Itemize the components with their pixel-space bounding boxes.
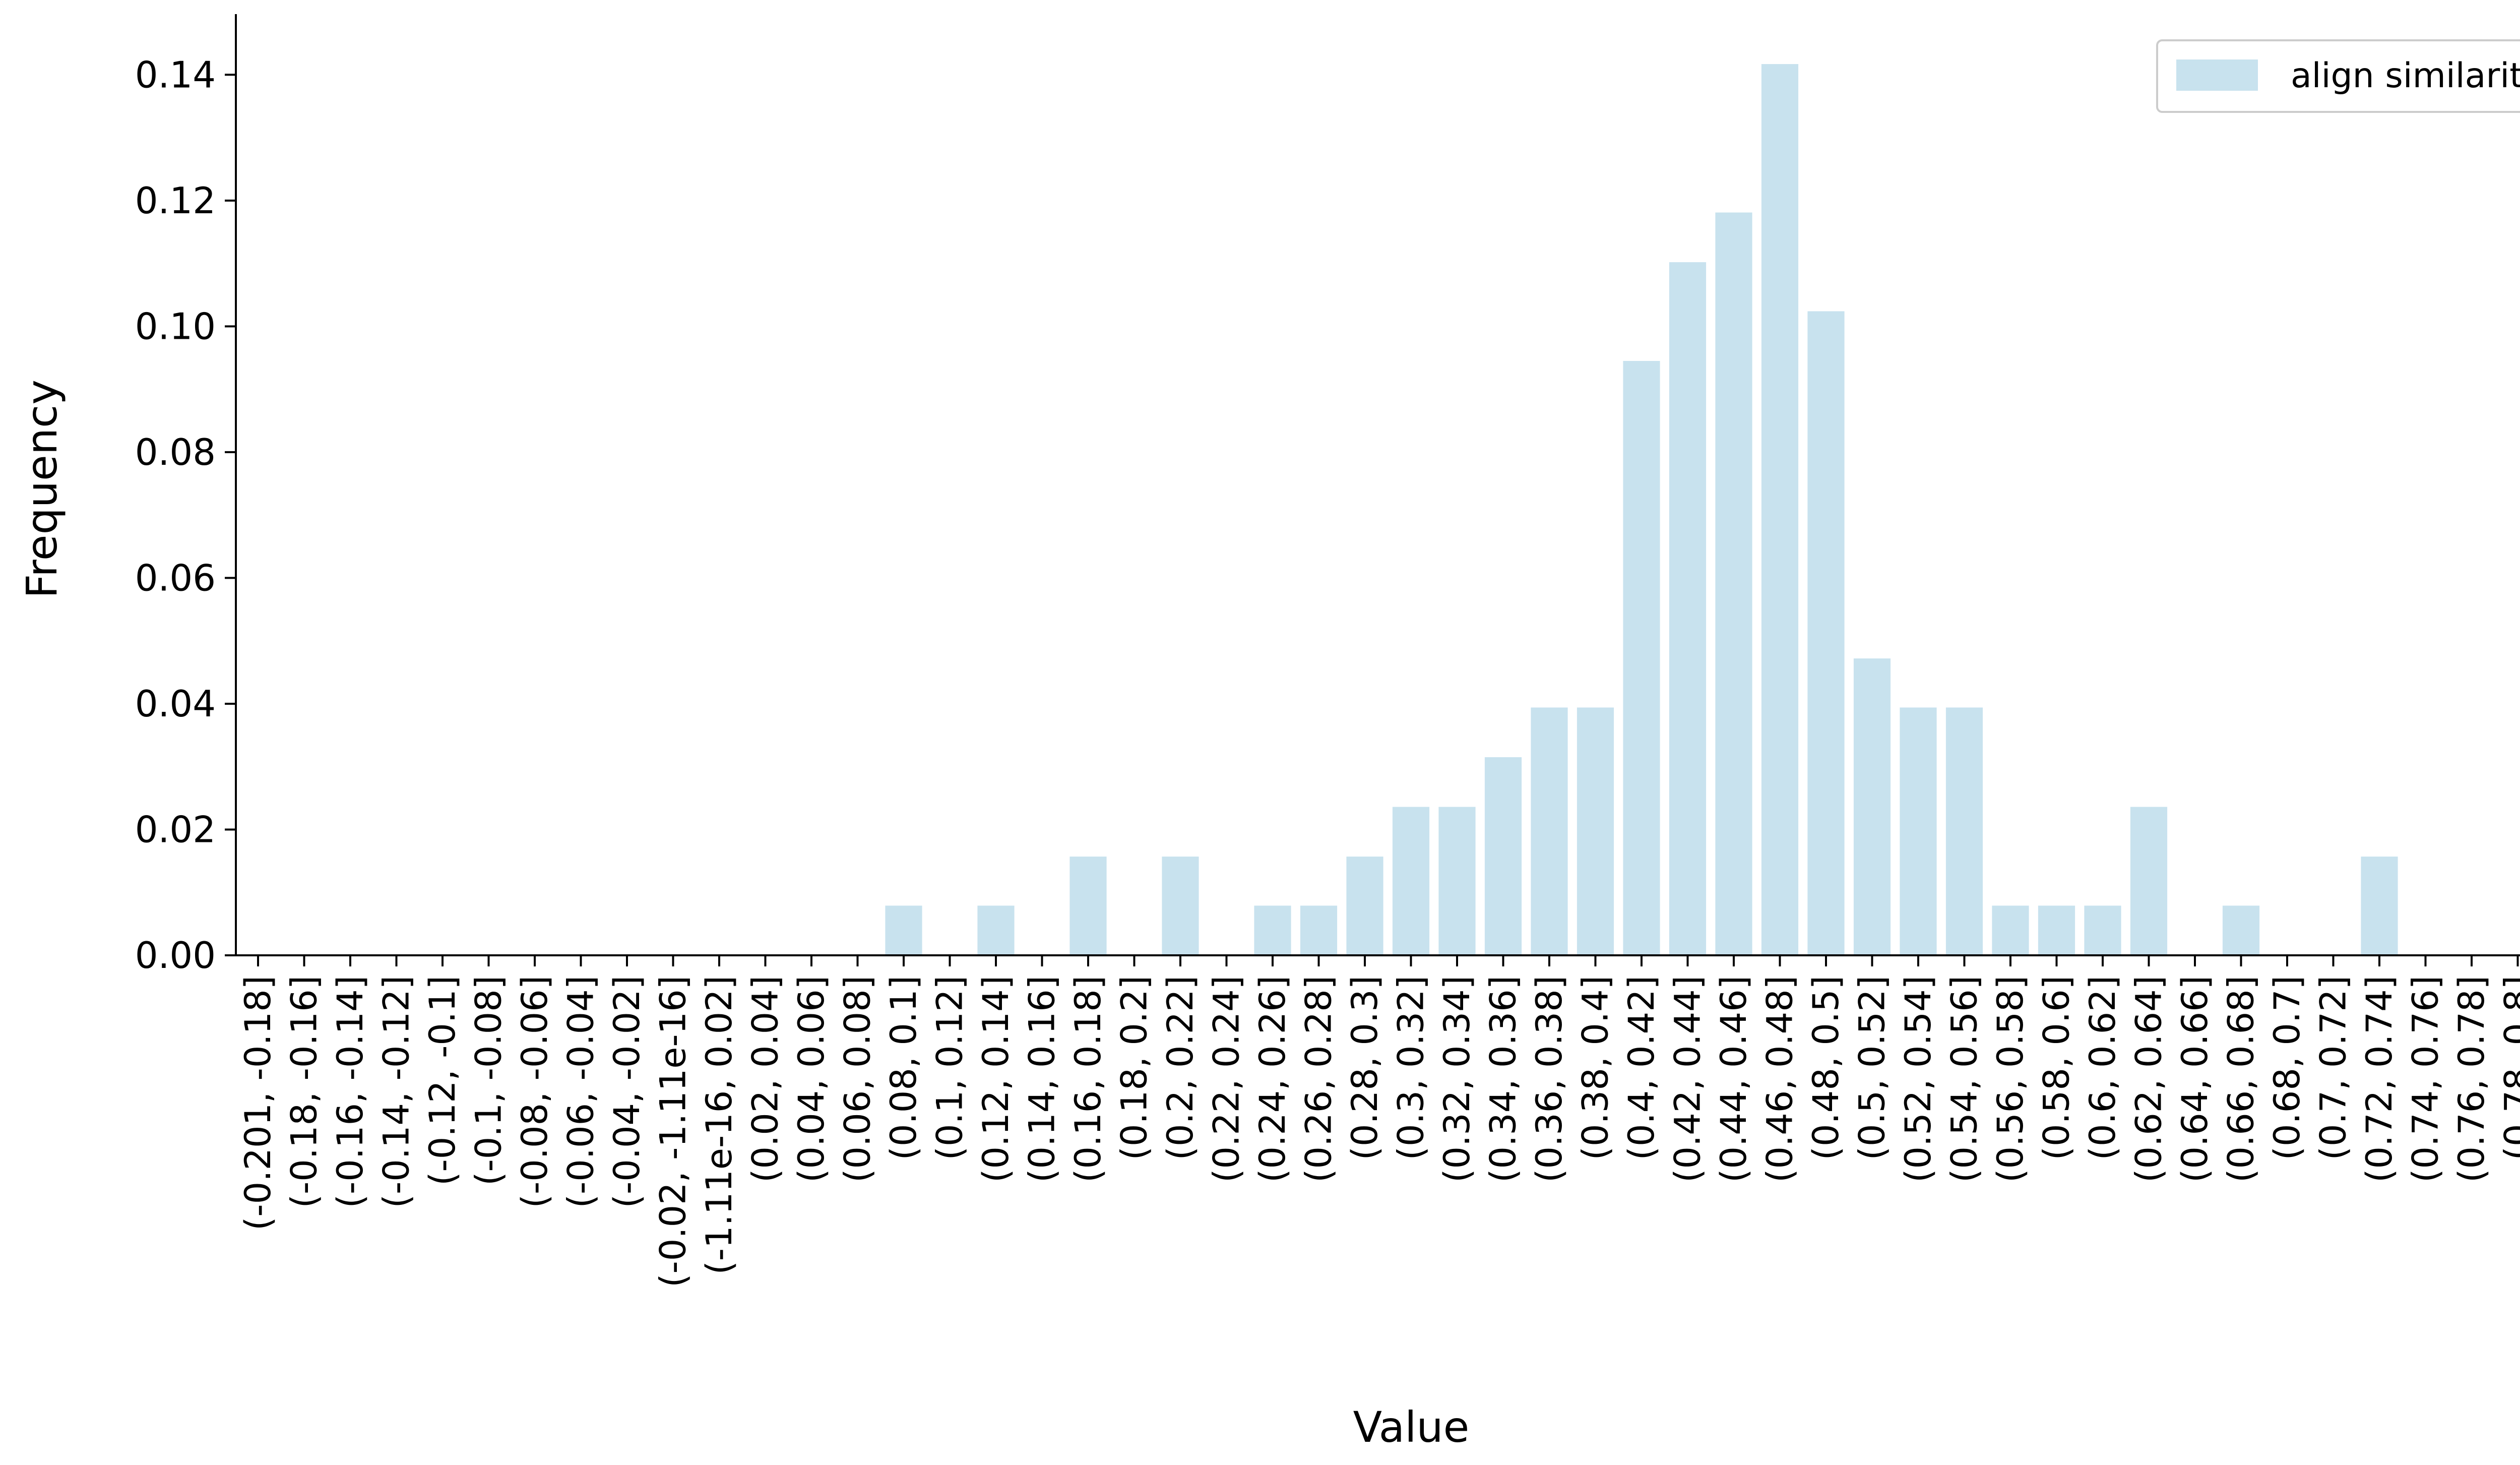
x-tick-label: (0.72, 0.74]: [2359, 975, 2400, 1183]
bar: [1761, 64, 1799, 956]
x-tick-label: (0.58, 0.6]: [2036, 975, 2077, 1160]
x-tick-label: (0.44, 0.46]: [1713, 975, 1754, 1183]
x-tick-label: (0.28, 0.3]: [1344, 975, 1385, 1160]
x-tick-label: (-0.1, -0.08]: [468, 975, 510, 1186]
x-tick-label: (0.54, 0.56]: [1944, 975, 1985, 1183]
legend-swatch: [2176, 59, 2258, 91]
x-tick-label: (0.38, 0.4]: [1575, 975, 1616, 1160]
bar: [1392, 807, 1430, 955]
bar: [1484, 757, 1522, 955]
y-tick-label: 0.04: [135, 683, 216, 725]
x-tick-label: (0.5, 0.52]: [1852, 975, 1893, 1160]
bar: [977, 905, 1015, 955]
x-tick-label: (0.74, 0.76]: [2405, 975, 2446, 1183]
bar: [885, 905, 922, 955]
bar: [1900, 707, 1937, 955]
x-tick-label: (0.12, 0.14]: [975, 975, 1017, 1183]
y-axis-label: Frequency: [17, 380, 67, 598]
x-tick-label: (0.14, 0.16]: [1022, 975, 1063, 1183]
bar: [1623, 360, 1660, 956]
x-tick-label: (0.68, 0.7]: [2266, 975, 2308, 1160]
bar: [1669, 262, 1707, 955]
y-tick-label: 0.12: [135, 179, 216, 222]
bar: [2361, 857, 2398, 955]
x-tick-label: (0.64, 0.66]: [2174, 975, 2216, 1183]
x-tick-label: (0.08, 0.1]: [883, 975, 924, 1160]
y-tick-label: 0.00: [135, 934, 216, 976]
x-tick-label: (0.7, 0.72]: [2313, 975, 2354, 1160]
bar: [1300, 905, 1338, 955]
x-axis-label: Value: [1353, 1402, 1470, 1452]
x-tick-label: (0.26, 0.28]: [1298, 975, 1340, 1183]
x-tick-label: (0.04, 0.06]: [791, 975, 832, 1183]
x-tick-label: (-0.201, -0.18]: [237, 975, 279, 1231]
x-tick-label: (0.52, 0.54]: [1898, 975, 1939, 1183]
x-tick-label: (-0.16, -0.14]: [330, 975, 371, 1208]
x-tick-label: (0.24, 0.26]: [1252, 975, 1293, 1183]
bars-group: [885, 64, 2398, 956]
bar: [1577, 707, 1614, 955]
bar: [1162, 857, 1199, 955]
x-tick-label: (0.32, 0.34]: [1436, 975, 1478, 1183]
bar: [1531, 707, 1568, 955]
x-tick-label: (0.2, 0.22]: [1160, 975, 1201, 1160]
x-tick-label: (0.78, 0.8]: [2497, 975, 2520, 1160]
y-axis: 0.00 0.02 0.04 0.06 0.08 0.10 0.12 0.14: [135, 14, 237, 976]
y-tick-label: 0.08: [135, 431, 216, 473]
x-tick-label: (0.18, 0.2]: [1114, 975, 1155, 1160]
y-tick-label: 0.10: [135, 305, 216, 347]
bar: [1069, 857, 1107, 955]
bar: [2038, 905, 2075, 955]
bar: [1715, 212, 1752, 955]
x-tick-label: (-0.18, -0.16]: [284, 975, 325, 1208]
bar: [1254, 905, 1291, 955]
bar: [1807, 311, 1845, 955]
bar: [2130, 807, 2168, 955]
x-tick-label: (0.6, 0.62]: [2082, 975, 2123, 1160]
x-tick-label: (0.22, 0.24]: [1206, 975, 1247, 1183]
y-tick-label: 0.06: [135, 557, 216, 599]
x-tick-label: (0.1, 0.12]: [929, 975, 971, 1160]
x-tick-label: (0.66, 0.68]: [2221, 975, 2262, 1183]
bar: [1346, 857, 1383, 955]
x-tick-label: (0.3, 0.32]: [1391, 975, 1432, 1160]
x-tick-label: (0.06, 0.08]: [837, 975, 878, 1183]
x-tick-label: (-1.11e-16, 0.02]: [699, 975, 740, 1275]
x-tick-label: (-0.06, -0.04]: [560, 975, 602, 1208]
y-tick-label: 0.02: [135, 808, 216, 850]
x-tick-label: (0.36, 0.38]: [1529, 975, 1570, 1183]
x-tick-label: (0.56, 0.58]: [1990, 975, 2031, 1183]
x-axis: (-0.201, -0.18] (-0.18, -0.16] (-0.16, -0.…: [235, 954, 2520, 1288]
x-tick-label: (0.16, 0.18]: [1067, 975, 1109, 1183]
bar: [1438, 807, 1476, 955]
x-tick-label: (0.62, 0.64]: [2128, 975, 2170, 1183]
x-tick-label: (0.02, 0.04]: [745, 975, 786, 1183]
x-tick-label: (0.76, 0.78]: [2451, 975, 2492, 1183]
x-tick-label: (-0.02, -1.11e-16]: [653, 975, 694, 1288]
x-tick-label: (0.48, 0.5]: [1805, 975, 1847, 1160]
x-tick-label: (0.46, 0.48]: [1759, 975, 1801, 1183]
x-tick-label: (0.4, 0.42]: [1621, 975, 1662, 1160]
legend: align similarity: [2156, 39, 2520, 113]
bar: [1945, 707, 1983, 955]
x-tick-label: (0.34, 0.36]: [1483, 975, 1524, 1183]
x-tick-label: (-0.04, -0.02]: [606, 975, 648, 1208]
bar: [2084, 905, 2121, 955]
bar: [1992, 905, 2029, 955]
x-tick-label: (-0.08, -0.06]: [514, 975, 555, 1208]
x-tick-label: (-0.14, -0.12]: [376, 975, 417, 1208]
y-tick-label: 0.14: [135, 53, 216, 96]
x-tick-label: (-0.12, -0.1]: [422, 975, 463, 1186]
legend-label: align similarity: [2291, 56, 2520, 96]
x-tick-label: (0.42, 0.44]: [1667, 975, 1709, 1183]
legend-box: [2156, 39, 2520, 113]
bar: [1853, 658, 1891, 955]
bar: [2222, 905, 2260, 955]
